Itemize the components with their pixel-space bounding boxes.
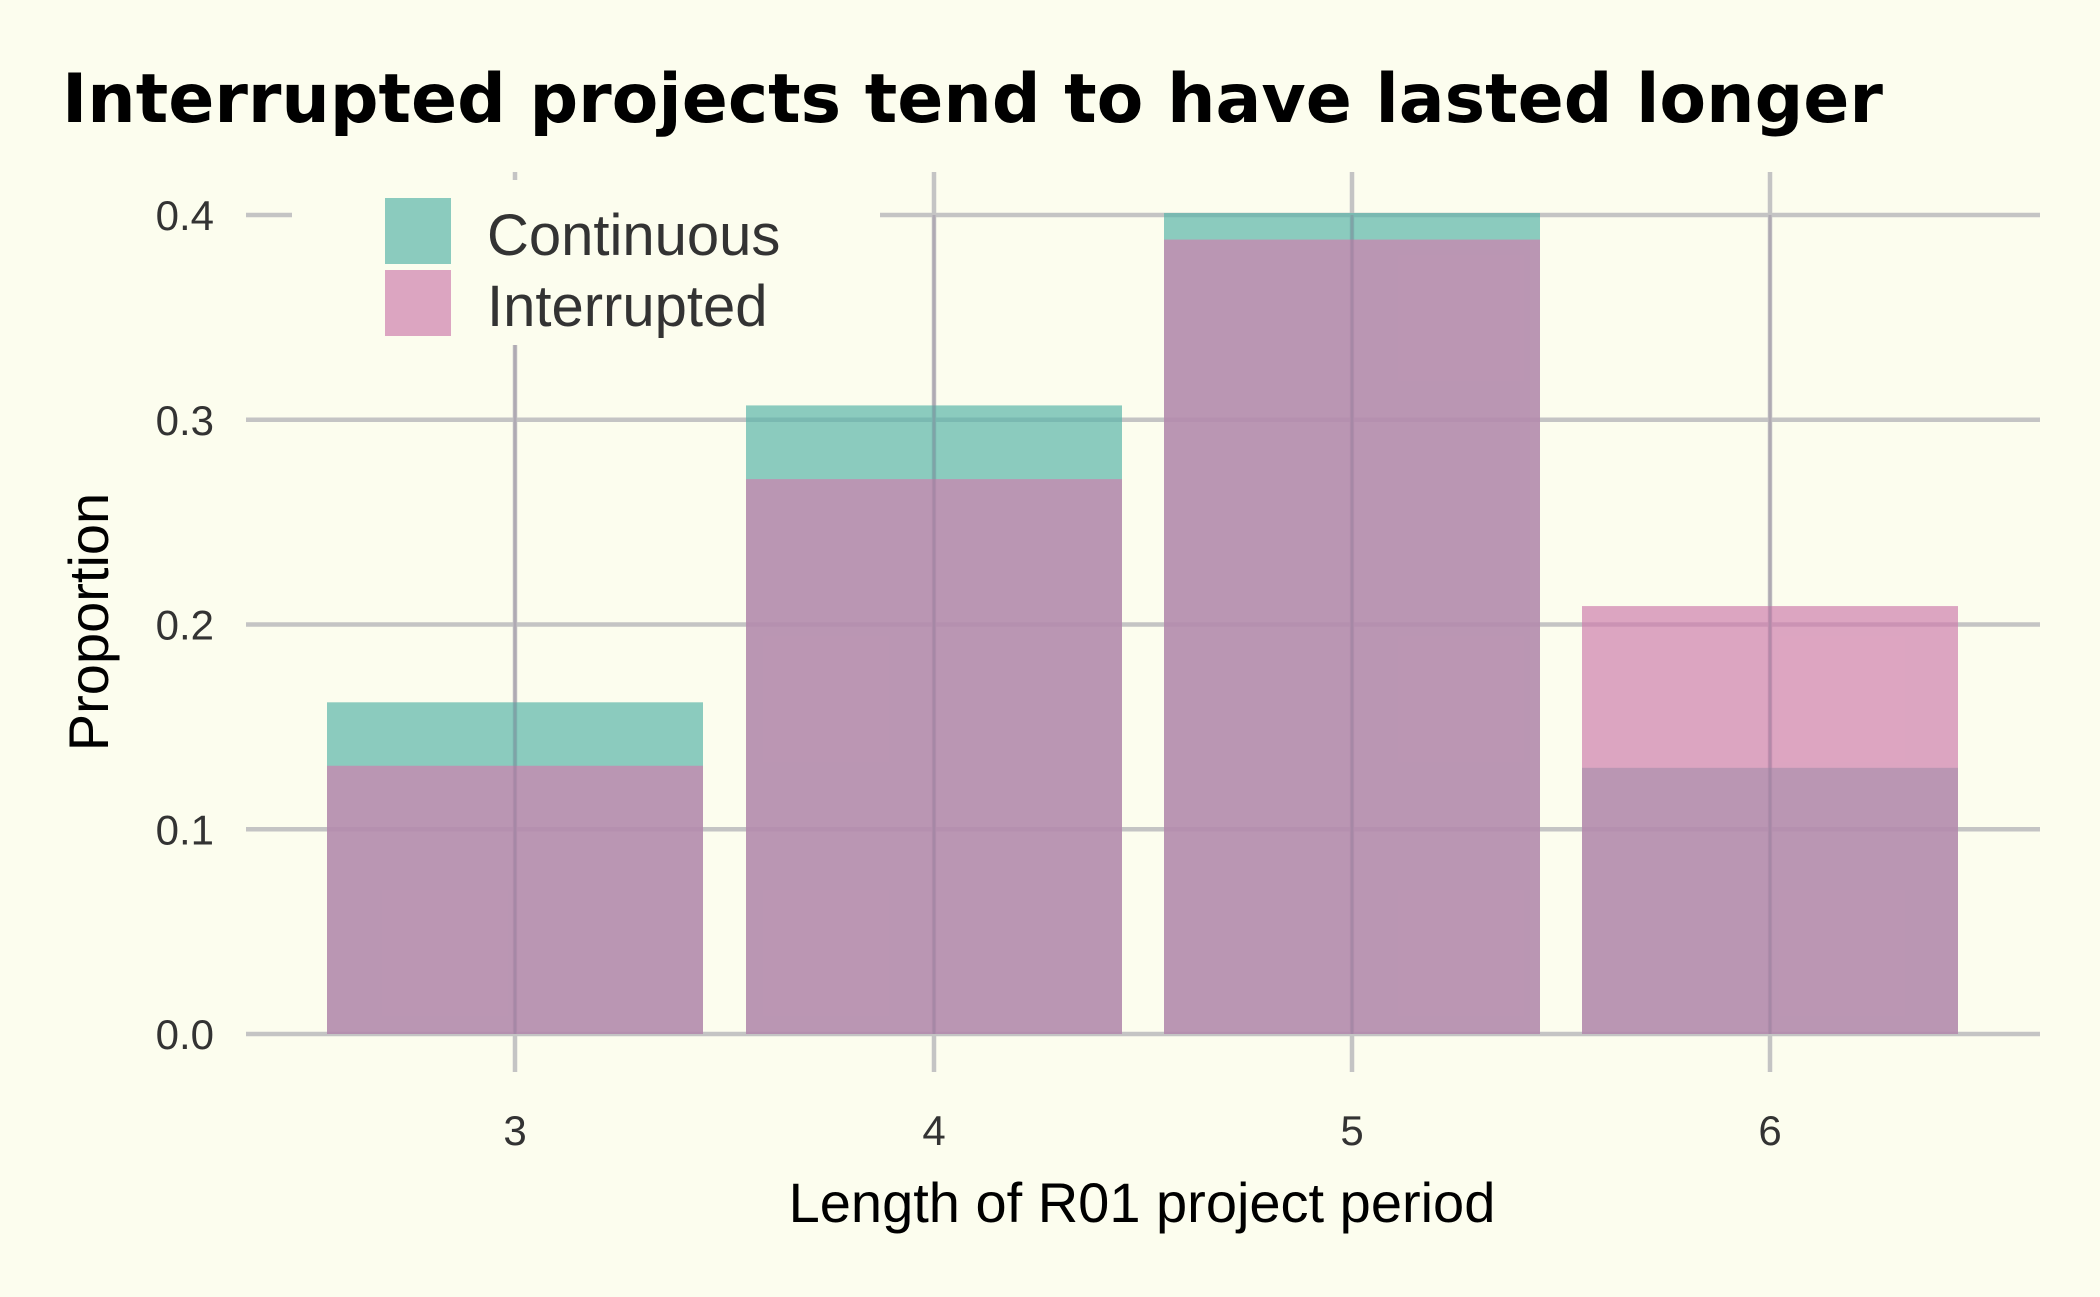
bar-interrupted-5 xyxy=(1164,239,1540,1034)
x-tick-label: 5 xyxy=(1340,1107,1363,1154)
bar-interrupted-3 xyxy=(327,765,703,1034)
x-tick-label: 6 xyxy=(1758,1107,1781,1154)
x-tick-label: 3 xyxy=(503,1107,526,1154)
y-tick-label: 0.4 xyxy=(156,192,214,239)
legend-swatch-continuous xyxy=(385,198,451,264)
bar-interrupted-4 xyxy=(746,479,1122,1034)
legend-swatch-interrupted xyxy=(385,270,451,336)
x-axis-title: Length of R01 project period xyxy=(789,1171,1496,1234)
x-tick-labels: 3 4 5 6 xyxy=(503,1107,1781,1154)
bars xyxy=(327,212,1958,1035)
bar-interrupted-6 xyxy=(1582,606,1958,1034)
x-tick-label: 4 xyxy=(922,1107,945,1154)
y-tick-label: 0.1 xyxy=(156,806,214,853)
y-axis-title: Proportion xyxy=(57,493,120,751)
vertical-grid-overlay xyxy=(513,215,1772,1034)
legend-label-continuous: Continuous xyxy=(487,203,780,268)
legend: Continuous Interrupted xyxy=(292,180,880,345)
legend-label-interrupted: Interrupted xyxy=(487,274,768,339)
chart-title: Interrupted projects tend to have lasted… xyxy=(62,60,1883,139)
y-tick-label: 0.2 xyxy=(156,602,214,649)
y-tick-labels: 0.0 0.1 0.2 0.3 0.4 xyxy=(156,192,214,1058)
y-tick-label: 0.3 xyxy=(156,397,214,444)
y-tick-label: 0.0 xyxy=(156,1011,214,1058)
